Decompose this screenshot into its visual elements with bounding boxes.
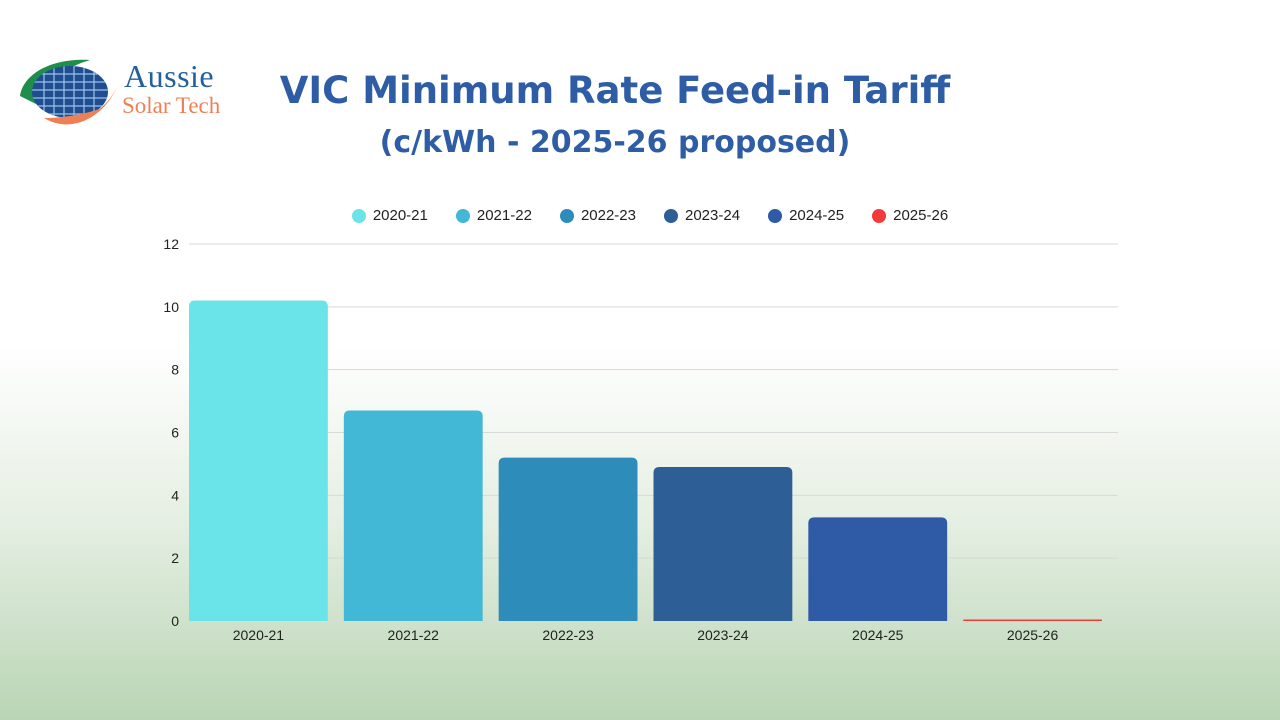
- legend-dot-icon: [351, 208, 366, 223]
- y-tick-label: 12: [163, 236, 179, 252]
- bar: [498, 457, 638, 621]
- logo: Aussie Solar Tech: [14, 52, 244, 138]
- chart-title: VIC Minimum Rate Feed-in Tariff: [279, 69, 951, 112]
- brand-name-bottom: Solar Tech: [122, 93, 221, 118]
- bar: [963, 619, 1102, 621]
- y-tick-label: 2: [171, 550, 179, 566]
- x-tick-label: 2025-26: [1007, 627, 1059, 643]
- y-tick-label: 10: [163, 299, 179, 315]
- legend-item: 2024-25: [768, 207, 844, 224]
- legend-label: 2023-24: [685, 207, 741, 224]
- chart-legend: 2020-21 2021-22 2022-23 2023-24 2024-25 2025-…: [0, 207, 1280, 224]
- bar: [189, 300, 328, 621]
- chart-subtitle: (c/kWh - 2025-26 proposed): [379, 125, 851, 160]
- x-tick-label: 2021-22: [388, 627, 440, 643]
- legend-dot-icon: [455, 208, 470, 223]
- legend-label: 2021-22: [476, 207, 532, 224]
- legend-item: 2021-22: [455, 207, 532, 224]
- legend-dot-icon: [664, 208, 678, 223]
- y-tick-label: 8: [171, 362, 179, 378]
- legend-dot-icon: [872, 208, 887, 223]
- bar: [653, 467, 793, 621]
- x-tick-label: 2020-21: [233, 627, 285, 643]
- bar: [343, 410, 483, 621]
- legend-label: 2020-21: [372, 207, 428, 224]
- legend-label: 2024-25: [789, 207, 845, 224]
- brand-name-top: Aussie: [124, 58, 215, 94]
- legend-item: 2025-26: [872, 207, 948, 224]
- x-tick-label: 2024-25: [852, 627, 904, 643]
- x-tick-label: 2022-23: [542, 627, 594, 643]
- legend-item: 2020-21: [351, 207, 428, 224]
- solar-panel-logo-icon: [20, 59, 120, 125]
- bar: [808, 517, 948, 621]
- legend-label: 2022-23: [580, 207, 636, 224]
- y-tick-label: 6: [171, 425, 179, 441]
- x-tick-label: 2023-24: [697, 627, 749, 643]
- legend-dot-icon: [768, 208, 783, 223]
- y-tick-label: 0: [171, 613, 179, 629]
- legend-item: 2022-23: [559, 207, 636, 224]
- y-tick-label: 4: [171, 487, 179, 503]
- legend-dot-icon: [559, 208, 574, 223]
- legend-label: 2025-26: [893, 207, 949, 224]
- legend-item: 2023-24: [664, 207, 740, 224]
